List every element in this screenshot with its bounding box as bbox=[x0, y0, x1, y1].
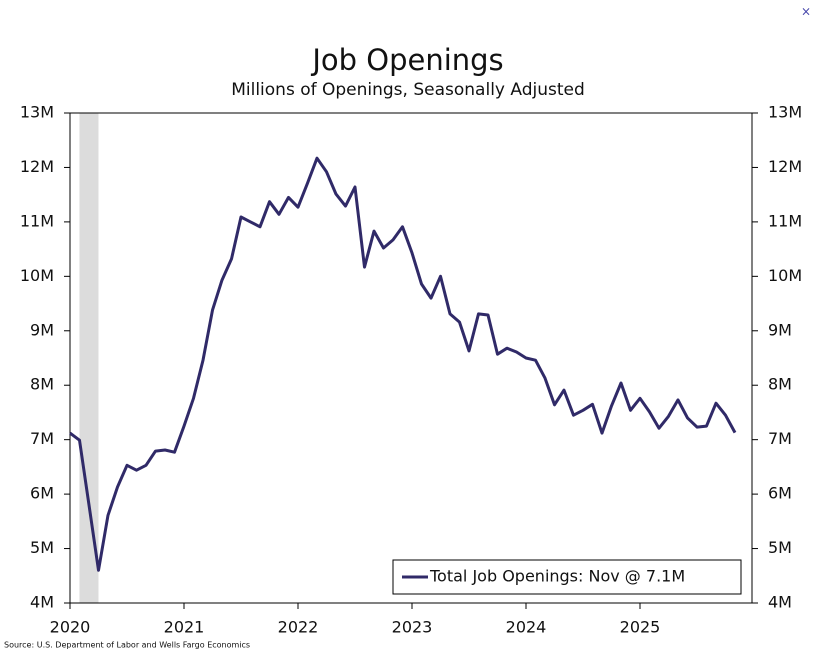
chart-title: Job Openings bbox=[310, 43, 503, 77]
y-tick-label: 12M bbox=[20, 157, 54, 176]
y2-tick-label: 12M bbox=[768, 157, 802, 176]
plot-frame bbox=[69, 112, 753, 604]
y2-tick-label: 8M bbox=[768, 375, 792, 394]
y-tick-label: 5M bbox=[30, 538, 54, 557]
legend-label: Total Job Openings: Nov @ 7.1M bbox=[429, 567, 685, 586]
x-tick-label: 2025 bbox=[620, 618, 661, 637]
y2-tick-label: 13M bbox=[768, 103, 802, 122]
legend-box bbox=[392, 559, 742, 595]
y-tick-label: 7M bbox=[30, 429, 54, 448]
y-tick-label: 11M bbox=[20, 211, 54, 230]
y-tick-label: 4M bbox=[30, 593, 54, 612]
y2-tick-label: 11M bbox=[768, 211, 802, 230]
recession-band bbox=[79, 113, 99, 603]
x-tick-label: 2021 bbox=[164, 618, 205, 637]
y2-tick-label: 4M bbox=[768, 593, 792, 612]
y-tick-label: 13M bbox=[20, 103, 54, 122]
y-tick-label: 10M bbox=[20, 266, 54, 285]
y2-tick-label: 10M bbox=[768, 266, 802, 285]
x-tick-label: 2024 bbox=[506, 618, 547, 637]
y-tick-label: 9M bbox=[30, 320, 54, 339]
y-tick-label: 6M bbox=[30, 484, 54, 503]
series-line bbox=[69, 156, 737, 572]
x-tick-label: 2023 bbox=[392, 618, 433, 637]
y2-tick-label: 7M bbox=[768, 429, 792, 448]
chart-subtitle: Millions of Openings, Seasonally Adjuste… bbox=[231, 80, 585, 100]
y-tick-label: 8M bbox=[30, 375, 54, 394]
x-tick-label: 2020 bbox=[50, 618, 91, 637]
source-note: Source: U.S. Department of Labor and Wel… bbox=[4, 641, 250, 650]
y2-tick-label: 9M bbox=[768, 320, 792, 339]
close-icon[interactable]: × bbox=[801, 5, 811, 19]
x-tick-label: 2022 bbox=[278, 618, 319, 637]
y2-tick-label: 6M bbox=[768, 484, 792, 503]
y2-tick-label: 5M bbox=[768, 538, 792, 557]
